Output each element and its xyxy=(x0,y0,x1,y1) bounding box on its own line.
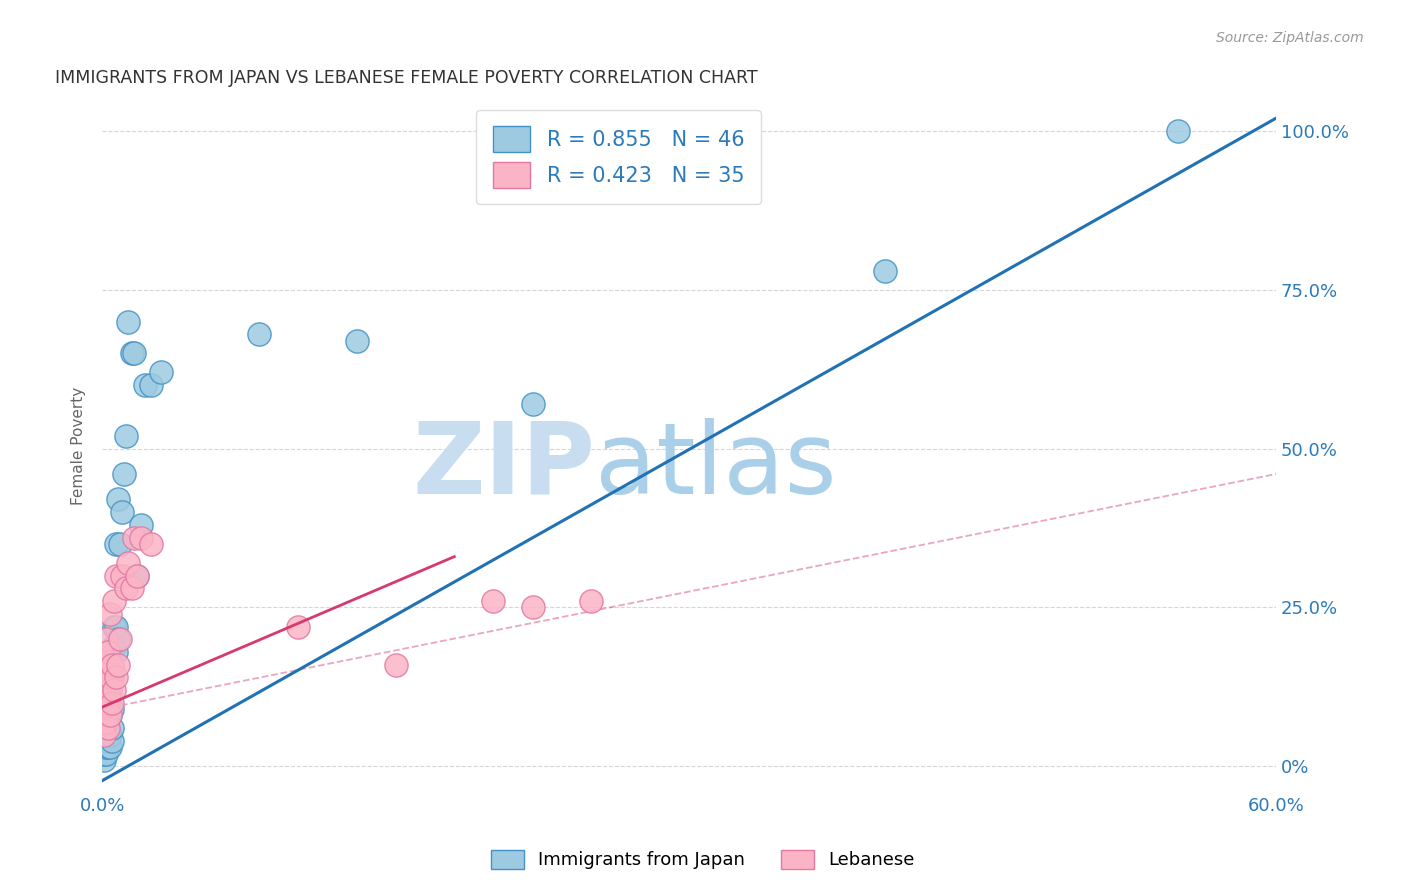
Point xyxy=(873,264,896,278)
Point xyxy=(93,708,115,723)
Point xyxy=(97,683,120,698)
Point xyxy=(149,365,172,379)
Point xyxy=(97,721,120,735)
Point xyxy=(139,537,162,551)
Point xyxy=(384,657,406,672)
Legend: R = 0.855   N = 46, R = 0.423   N = 35: R = 0.855 N = 46, R = 0.423 N = 35 xyxy=(477,110,761,204)
Point xyxy=(94,632,117,647)
Point xyxy=(101,721,124,735)
Point xyxy=(93,651,115,665)
Point xyxy=(98,727,121,741)
Text: ZIP: ZIP xyxy=(412,417,595,515)
Point xyxy=(522,600,544,615)
Point xyxy=(111,568,134,582)
Point xyxy=(104,568,127,582)
Point xyxy=(108,632,131,647)
Point xyxy=(122,531,145,545)
Point xyxy=(121,346,143,360)
Text: IMMIGRANTS FROM JAPAN VS LEBANESE FEMALE POVERTY CORRELATION CHART: IMMIGRANTS FROM JAPAN VS LEBANESE FEMALE… xyxy=(55,69,758,87)
Point xyxy=(112,467,135,481)
Point xyxy=(101,696,124,710)
Point xyxy=(287,619,309,633)
Point xyxy=(94,740,117,755)
Point xyxy=(117,556,139,570)
Point xyxy=(131,517,153,532)
Point xyxy=(94,747,117,761)
Legend: Immigrants from Japan, Lebanese: Immigrants from Japan, Lebanese xyxy=(482,840,924,879)
Point xyxy=(104,537,127,551)
Point xyxy=(97,645,120,659)
Point xyxy=(346,334,368,348)
Point xyxy=(581,594,603,608)
Point xyxy=(103,594,125,608)
Point xyxy=(107,632,129,647)
Point xyxy=(97,721,120,735)
Y-axis label: Female Poverty: Female Poverty xyxy=(72,386,86,505)
Point xyxy=(94,696,117,710)
Point xyxy=(101,657,124,672)
Point xyxy=(107,657,129,672)
Point xyxy=(98,683,121,698)
Point xyxy=(114,429,136,443)
Point xyxy=(107,492,129,507)
Point xyxy=(522,397,544,411)
Point xyxy=(93,727,115,741)
Point xyxy=(97,740,120,755)
Text: Source: ZipAtlas.com: Source: ZipAtlas.com xyxy=(1216,31,1364,45)
Point xyxy=(482,594,505,608)
Point xyxy=(103,639,125,653)
Point xyxy=(97,696,120,710)
Point xyxy=(98,607,121,621)
Point xyxy=(101,734,124,748)
Point xyxy=(93,747,115,761)
Point xyxy=(94,664,117,678)
Point xyxy=(94,727,117,741)
Point xyxy=(122,346,145,360)
Point xyxy=(93,683,115,698)
Point xyxy=(121,582,143,596)
Point xyxy=(93,740,115,755)
Point xyxy=(97,734,120,748)
Point xyxy=(127,568,149,582)
Point xyxy=(94,714,117,729)
Point xyxy=(104,645,127,659)
Point xyxy=(101,702,124,716)
Point xyxy=(117,314,139,328)
Point xyxy=(104,670,127,684)
Point xyxy=(93,721,115,735)
Point xyxy=(111,505,134,519)
Point xyxy=(101,670,124,684)
Point xyxy=(98,708,121,723)
Point xyxy=(98,740,121,755)
Point xyxy=(93,734,115,748)
Point xyxy=(1167,124,1189,138)
Point xyxy=(98,708,121,723)
Point xyxy=(98,670,121,684)
Point xyxy=(93,753,115,767)
Text: atlas: atlas xyxy=(595,417,837,515)
Point xyxy=(139,378,162,392)
Point xyxy=(94,714,117,729)
Point xyxy=(247,327,270,342)
Point xyxy=(114,582,136,596)
Point xyxy=(103,619,125,633)
Point xyxy=(127,568,149,582)
Point xyxy=(482,169,505,183)
Point xyxy=(131,531,153,545)
Point xyxy=(103,683,125,698)
Point xyxy=(134,378,156,392)
Point xyxy=(108,537,131,551)
Point xyxy=(104,619,127,633)
